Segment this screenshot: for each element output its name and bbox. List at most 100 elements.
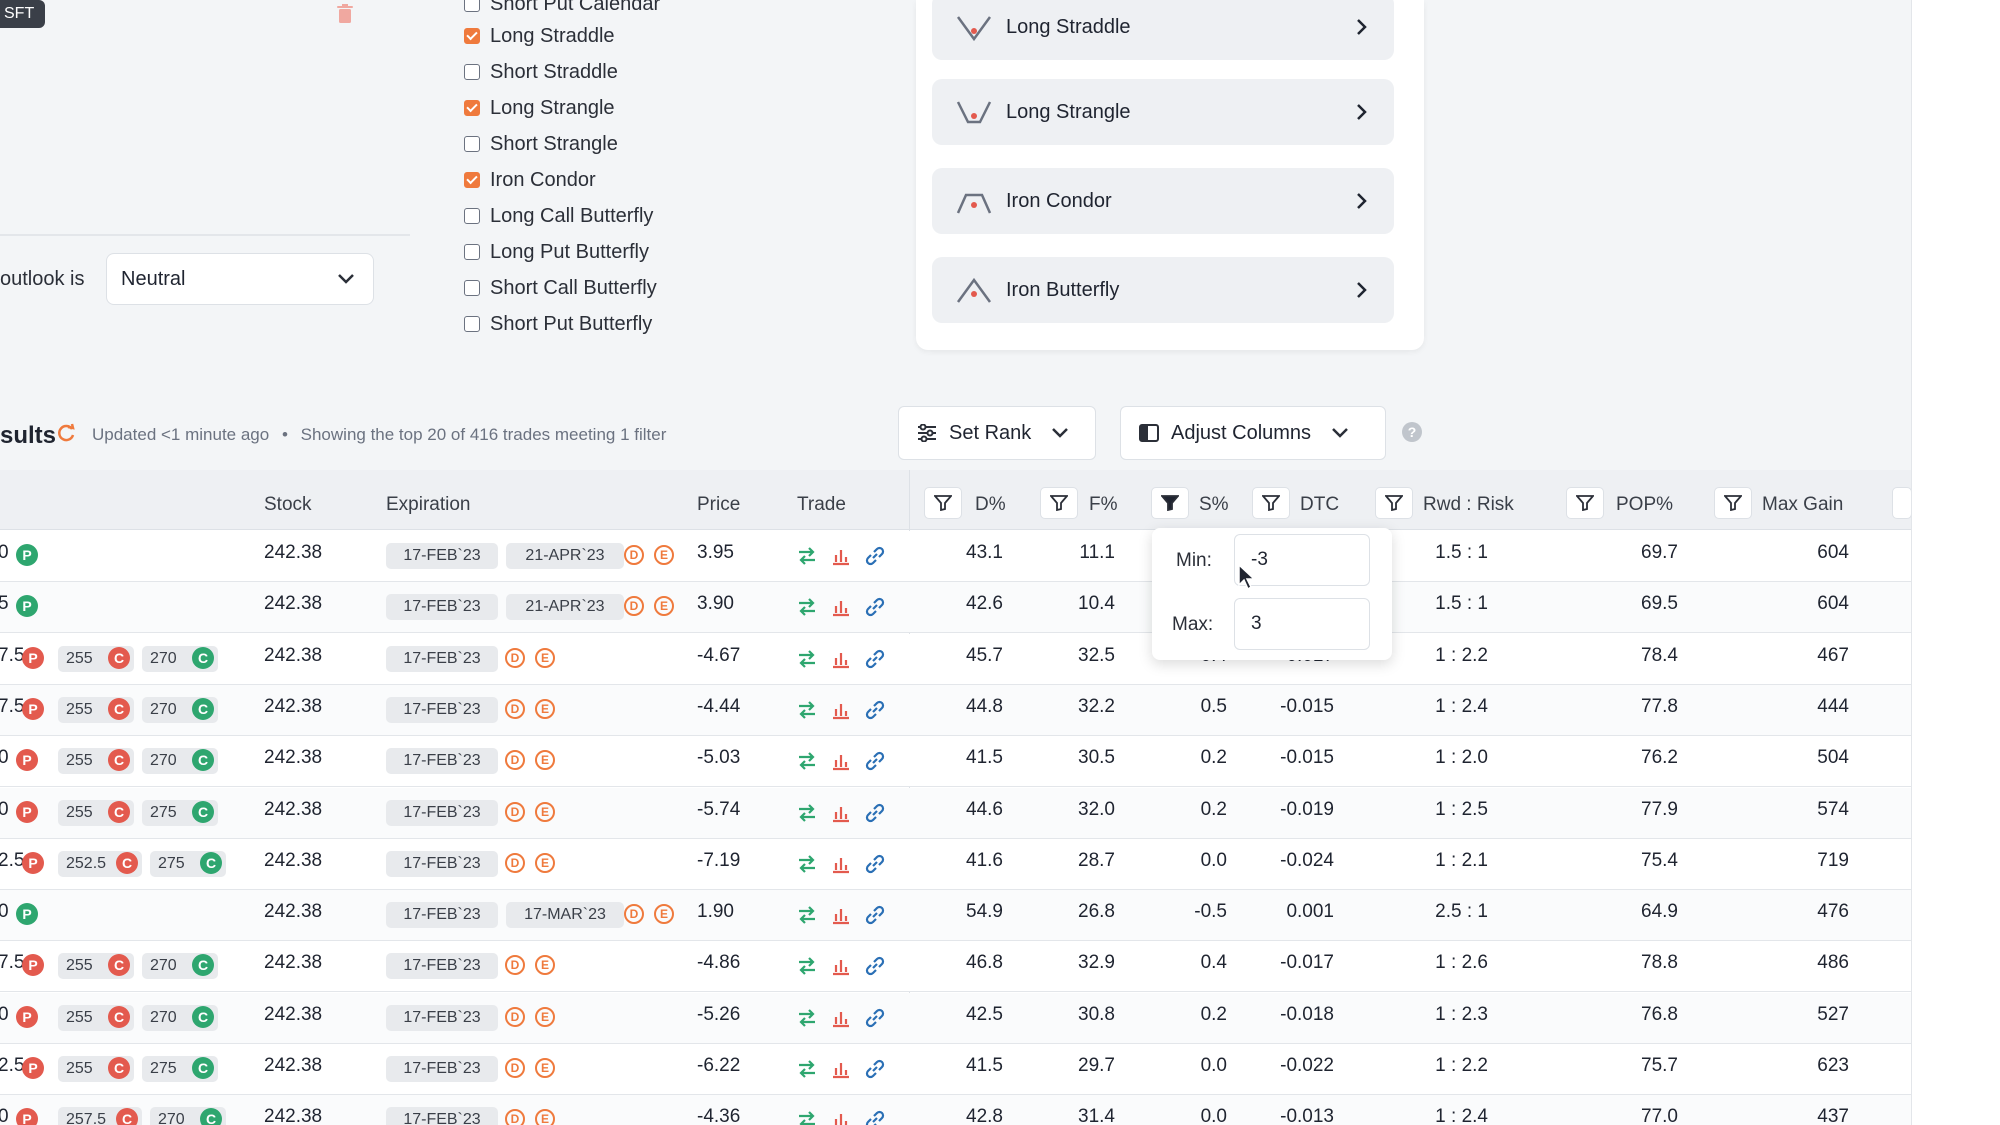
trash-icon[interactable]: [336, 4, 354, 24]
filter-button[interactable]: [1151, 487, 1189, 519]
chart-icon[interactable]: [830, 700, 852, 720]
column-header[interactable]: Expiration: [386, 494, 471, 515]
chart-icon[interactable]: [830, 649, 852, 669]
swap-icon[interactable]: [796, 751, 818, 771]
strategy-checkbox-item[interactable]: Short Straddle: [464, 58, 618, 86]
min-input[interactable]: [1234, 534, 1370, 586]
strategy-checkbox-item[interactable]: Long Put Butterfly: [464, 238, 649, 266]
strategy-checkbox-item[interactable]: Long Strangle: [464, 94, 615, 122]
checkbox[interactable]: [464, 28, 480, 44]
strategy-checkbox-item[interactable]: Short Put Calendar: [464, 0, 660, 18]
filter-button[interactable]: [1566, 487, 1604, 519]
swap-icon[interactable]: [796, 700, 818, 720]
chart-icon[interactable]: [830, 956, 852, 976]
column-header[interactable]: Price: [697, 494, 741, 515]
filter-button[interactable]: [1892, 487, 1912, 519]
link-icon[interactable]: [864, 597, 886, 617]
link-icon[interactable]: [864, 649, 886, 669]
strategy-checkbox-item[interactable]: Short Strangle: [464, 130, 618, 158]
filter-button[interactable]: [1040, 487, 1078, 519]
checkbox[interactable]: [464, 0, 480, 12]
strategy-checkbox-item[interactable]: Long Call Butterfly: [464, 202, 653, 230]
column-header[interactable]: POP%: [1616, 494, 1674, 515]
max-input[interactable]: [1234, 598, 1370, 650]
filter-button[interactable]: [1252, 487, 1290, 519]
checkbox[interactable]: [464, 244, 480, 260]
outlook-select[interactable]: Neutral: [106, 253, 374, 305]
link-icon[interactable]: [864, 1110, 886, 1125]
link-icon[interactable]: [864, 1059, 886, 1079]
swap-icon[interactable]: [796, 854, 818, 874]
filter-button[interactable]: [1714, 487, 1752, 519]
strategy-checkbox-item[interactable]: Long Straddle: [464, 22, 615, 50]
swap-icon[interactable]: [796, 649, 818, 669]
table-row[interactable]: 0 P 255 C 270 C 242.38 17-FEB`23 D E -5.26 42.5 30.8…: [0, 993, 1912, 1044]
strategy-checkbox-item[interactable]: Short Call Butterfly: [464, 274, 657, 302]
strategy-card-button[interactable]: Iron Condor: [932, 168, 1394, 234]
help-icon[interactable]: ?: [1402, 422, 1422, 442]
checkbox[interactable]: [464, 208, 480, 224]
table-row[interactable]: 7.5 P 255 C 270 C 242.38 17-FEB`23 D E -4.44 44.8 32…: [0, 685, 1912, 736]
strategy-card-button[interactable]: Long Strangle: [932, 79, 1394, 145]
checkbox[interactable]: [464, 280, 480, 296]
table-row[interactable]: 0 P 255 C 275 C 242.38 17-FEB`23 D E -5.74 44.6 32.0…: [0, 788, 1912, 839]
table-row[interactable]: 5 P 242.38 17-FEB`23 21-APR`23 D E 3.90 42.6 10.4…: [0, 582, 1912, 633]
chart-icon[interactable]: [830, 597, 852, 617]
chart-icon[interactable]: [830, 854, 852, 874]
strategy-checkbox-item[interactable]: Short Put Butterfly: [464, 310, 652, 338]
table-row[interactable]: 0 P 242.38 17-FEB`23 17-MAR`23 D E 1.90 54.9 26.8…: [0, 890, 1912, 941]
checkbox[interactable]: [464, 100, 480, 116]
swap-icon[interactable]: [796, 905, 818, 925]
table-row[interactable]: 0 P 242.38 17-FEB`23 21-APR`23 D E 3.95 43.1 11.1…: [0, 531, 1912, 582]
chart-icon[interactable]: [830, 1110, 852, 1125]
chart-icon[interactable]: [830, 1059, 852, 1079]
set-rank-button[interactable]: Set Rank: [898, 406, 1096, 460]
link-icon[interactable]: [864, 905, 886, 925]
chart-icon[interactable]: [830, 905, 852, 925]
column-header[interactable]: Rwd : Risk: [1423, 494, 1514, 515]
chart-icon[interactable]: [830, 803, 852, 823]
filter-button[interactable]: [924, 487, 962, 519]
strategy-card-button[interactable]: Iron Butterfly: [932, 257, 1394, 323]
stock-price: 242.38: [264, 799, 323, 820]
refresh-icon[interactable]: [56, 423, 76, 443]
link-icon[interactable]: [864, 854, 886, 874]
link-icon[interactable]: [864, 803, 886, 823]
chart-icon[interactable]: [830, 751, 852, 771]
table-row[interactable]: 0 P 257.5 C 270 C 242.38 17-FEB`23 D E -4.36 42.8 31…: [0, 1095, 1912, 1125]
column-header[interactable]: Max Gain: [1762, 494, 1844, 515]
table-row[interactable]: 0 P 255 C 270 C 242.38 17-FEB`23 D E -5.03 41.5 30.5…: [0, 736, 1912, 787]
strategy-checkbox-item[interactable]: Iron Condor: [464, 166, 596, 194]
swap-icon[interactable]: [796, 597, 818, 617]
swap-icon[interactable]: [796, 1110, 818, 1125]
chart-icon[interactable]: [830, 1008, 852, 1028]
swap-icon[interactable]: [796, 1008, 818, 1028]
column-header[interactable]: S%: [1199, 494, 1229, 515]
column-header[interactable]: F%: [1089, 494, 1118, 515]
link-icon[interactable]: [864, 751, 886, 771]
link-icon[interactable]: [864, 546, 886, 566]
swap-icon[interactable]: [796, 1059, 818, 1079]
checkbox[interactable]: [464, 316, 480, 332]
adjust-columns-button[interactable]: Adjust Columns: [1120, 406, 1386, 460]
link-icon[interactable]: [864, 956, 886, 976]
column-header[interactable]: D%: [975, 494, 1006, 515]
filter-button[interactable]: [1375, 487, 1413, 519]
swap-icon[interactable]: [796, 956, 818, 976]
swap-icon[interactable]: [796, 803, 818, 823]
link-icon[interactable]: [864, 1008, 886, 1028]
checkbox[interactable]: [464, 64, 480, 80]
column-header[interactable]: Trade: [797, 494, 846, 515]
strategy-card-button[interactable]: Long Straddle: [932, 0, 1394, 60]
swap-icon[interactable]: [796, 546, 818, 566]
table-row[interactable]: 7.5 P 255 C 270 C 242.38 17-FEB`23 D E -4.67 45.7 32…: [0, 634, 1912, 685]
column-header[interactable]: Stock: [264, 494, 312, 515]
checkbox[interactable]: [464, 136, 480, 152]
table-row[interactable]: 7.5 P 255 C 270 C 242.38 17-FEB`23 D E -4.86 46.8 32…: [0, 941, 1912, 992]
link-icon[interactable]: [864, 700, 886, 720]
table-row[interactable]: 2.5 P 252.5 C 275 C 242.38 17-FEB`23 D E -7.19 41.6…: [0, 839, 1912, 890]
table-row[interactable]: 2.5 P 255 C 275 C 242.38 17-FEB`23 D E -6.22 41.5 29…: [0, 1044, 1912, 1095]
chart-icon[interactable]: [830, 546, 852, 566]
column-header[interactable]: DTC: [1300, 494, 1340, 515]
checkbox[interactable]: [464, 172, 480, 188]
